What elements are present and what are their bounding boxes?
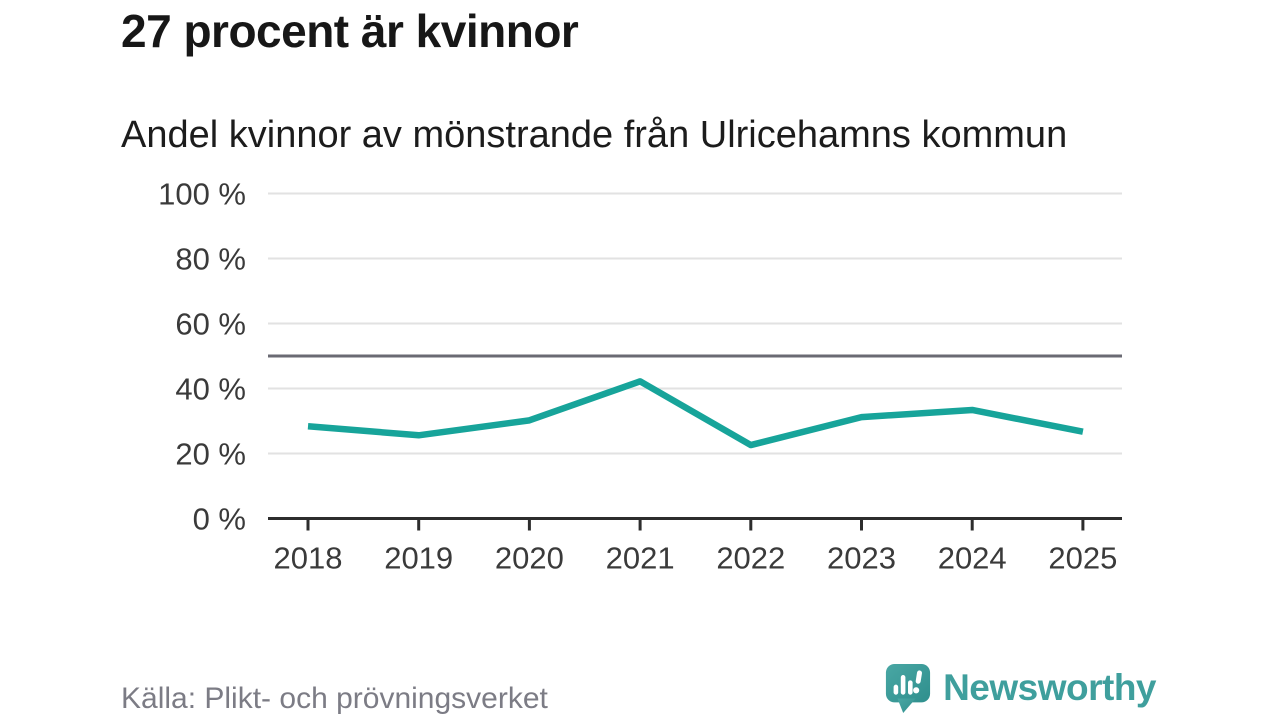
x-axis-label: 2019 [384, 541, 453, 576]
x-axis-label: 2023 [827, 541, 896, 576]
chart-subtitle: Andel kvinnor av mönstrande från Ulriceh… [121, 114, 1068, 156]
y-axis-label: 40 % [175, 372, 246, 407]
y-axis-label: 0 % [193, 502, 246, 537]
data-line [307, 378, 1084, 449]
y-axis-label: 80 % [175, 242, 246, 277]
x-axis-label: 2022 [716, 541, 785, 576]
x-axis-label: 2018 [274, 541, 343, 576]
newsworthy-logo: Newsworthy [884, 662, 1156, 714]
y-axis-label: 60 % [175, 307, 246, 342]
line-chart: 0 % 20 % 40 % 60 % 80 % 100 % 2018 2019 2020 2021… [158, 177, 1122, 576]
y-axis-label: 100 % [158, 177, 246, 212]
newsworthy-logo-icon [885, 664, 931, 713]
x-axis-label: 2020 [495, 541, 564, 576]
x-axis-label: 2024 [938, 541, 1007, 576]
newsworthy-logo-text: Newsworthy [943, 667, 1156, 708]
x-axis-label: 2025 [1048, 541, 1117, 576]
page-title: 27 procent är kvinnor [121, 5, 579, 57]
x-axis-label: 2021 [606, 541, 675, 576]
y-axis-label: 20 % [175, 437, 246, 472]
source-text: Källa: Plikt- och prövningsverket [121, 682, 548, 715]
